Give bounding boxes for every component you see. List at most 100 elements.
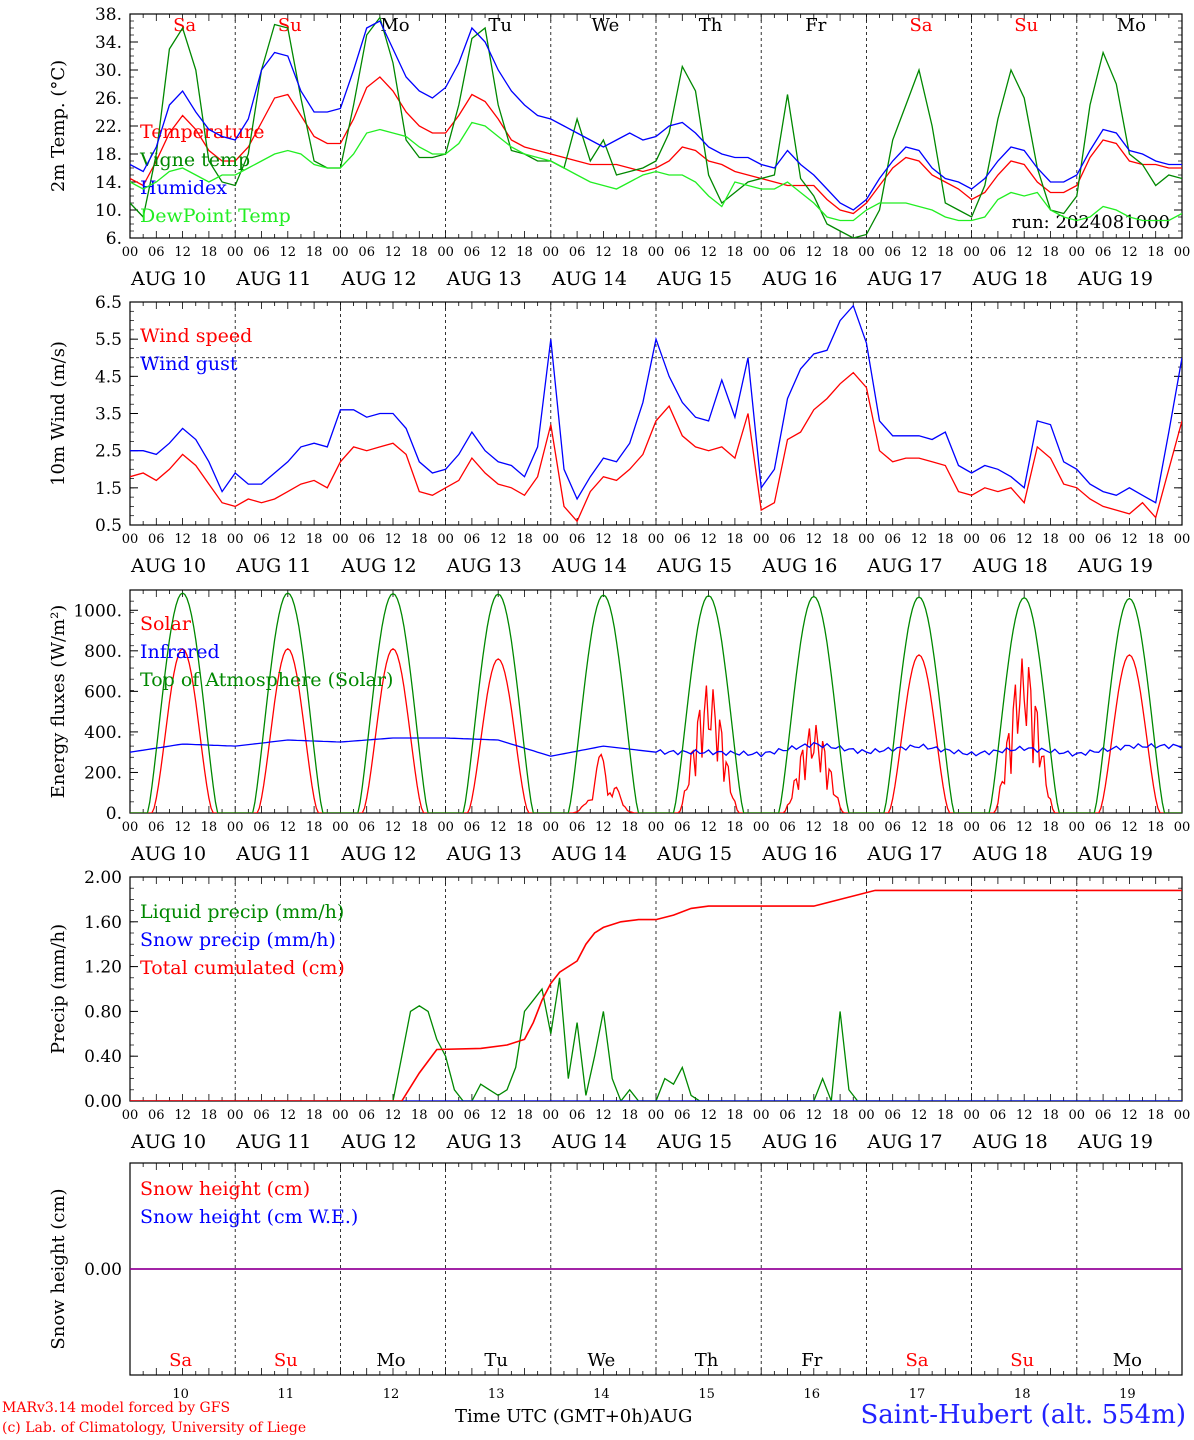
- time-axis-label: Time UTC (GMT+0h)AUG: [455, 1406, 693, 1427]
- x-hour-label: 06: [779, 820, 796, 835]
- x-hour-label: 00: [648, 820, 665, 835]
- x-hour-label: 12: [700, 1108, 717, 1123]
- x-hour-label: 06: [1095, 820, 1112, 835]
- y-tick-label: 5.5: [95, 330, 122, 350]
- x-day-label: AUG 11: [235, 555, 311, 577]
- legend-entry: Temperature: [140, 121, 264, 143]
- x-hour-label: 06: [674, 245, 691, 260]
- y-tick-label: 10.: [95, 201, 122, 221]
- y-tick-label: 18.: [95, 145, 122, 165]
- y-tick-label: 0.: [106, 804, 122, 824]
- x-hour-label: 00: [963, 245, 980, 260]
- panel-1: 38. 34. 30. 26. 22. 18. 14. 10. 6. 2m Temp. (°C) 0…: [48, 5, 1190, 290]
- series-line-vigne-temp: [130, 16, 1182, 238]
- legend-entry: Snow height (cm): [140, 1178, 310, 1200]
- x-hour-label: 00: [227, 820, 244, 835]
- x-hour-label: 18: [1042, 1108, 1059, 1123]
- x-day-label: AUG 16: [761, 555, 837, 577]
- panel-3: 1000. 800. 600. 400. 200. 0. Energy fluxes (W/…: [48, 589, 1191, 865]
- weekday-label: Sa: [909, 15, 932, 36]
- x-hour-label: 00: [332, 820, 349, 835]
- x-day-label: AUG 13: [446, 1131, 522, 1153]
- series-line-top-of-atmosphere-solar-: [130, 592, 1182, 813]
- x-hour-label: 06: [990, 245, 1007, 260]
- x-hour-label: 00: [858, 532, 875, 547]
- x-hour-label: 06: [990, 820, 1007, 835]
- x-hour-label: 12: [174, 532, 191, 547]
- panel-4: 2.00 1.60 1.20 0.80 0.40 0.00 Precip (mm/h) 00 0…: [48, 868, 1190, 1153]
- x-hour-label: 00: [122, 1108, 139, 1123]
- x-hour-label: 06: [569, 1108, 586, 1123]
- y-tick-label: 1.5: [95, 479, 122, 499]
- day-number-label: 17: [909, 1387, 926, 1400]
- x-hour-label: 00: [122, 532, 139, 547]
- x-hour-label: 06: [358, 1108, 375, 1123]
- x-hour-label: 06: [674, 820, 691, 835]
- x-day-label: AUG 13: [446, 555, 522, 577]
- x-hour-label: 06: [779, 532, 796, 547]
- weekday-label: We: [592, 15, 620, 36]
- x-hour-label: 18: [1147, 1108, 1164, 1123]
- x-hour-label: 12: [385, 820, 402, 835]
- x-hour-label: 18: [937, 820, 954, 835]
- y-axis-label: Energy fluxes (W/m²): [48, 605, 69, 799]
- x-hour-label: 12: [174, 245, 191, 260]
- day-number-label: 14: [593, 1387, 610, 1400]
- x-hour-label: 18: [621, 820, 638, 835]
- x-day-label: AUG 11: [235, 843, 311, 865]
- x-hour-label: 12: [595, 1108, 612, 1123]
- day-number-label: 16: [804, 1387, 821, 1400]
- x-hour-label: 12: [1016, 245, 1033, 260]
- x-hour-label: 00: [543, 820, 560, 835]
- x-day-label: AUG 17: [866, 268, 942, 290]
- weekday-label: Su: [274, 1350, 298, 1371]
- day-number-label: 11: [278, 1387, 295, 1400]
- x-hour-label: 00: [963, 1108, 980, 1123]
- x-day-label: AUG 17: [866, 1131, 942, 1153]
- x-hour-label: 06: [358, 532, 375, 547]
- x-hour-label: 00: [122, 820, 139, 835]
- x-hour-label: 12: [280, 532, 297, 547]
- weekday-label: Th: [699, 15, 723, 36]
- x-hour-label: 00: [227, 1108, 244, 1123]
- x-hour-label: 12: [490, 532, 507, 547]
- x-hour-label: 06: [148, 820, 165, 835]
- x-day-label: AUG 12: [340, 843, 416, 865]
- x-hour-label: 12: [490, 820, 507, 835]
- x-hour-label: 18: [306, 820, 323, 835]
- x-hour-label: 00: [648, 532, 665, 547]
- weekday-label: Su: [1014, 15, 1038, 36]
- legend-entry: Liquid precip (mm/h): [140, 901, 344, 923]
- day-number-label: 18: [1014, 1387, 1031, 1400]
- x-day-label: AUG 16: [761, 268, 837, 290]
- legend-entry: Total cumulated (cm): [140, 957, 345, 979]
- x-hour-label: 06: [253, 1108, 270, 1123]
- weekday-label: Tu: [484, 1350, 508, 1371]
- y-tick-label: 2.00: [84, 868, 122, 888]
- x-hour-label: 06: [990, 1108, 1007, 1123]
- x-hour-label: 00: [858, 1108, 875, 1123]
- x-hour-label: 00: [858, 245, 875, 260]
- legend-entry: Solar: [140, 613, 192, 635]
- x-day-label: AUG 15: [656, 843, 732, 865]
- y-tick-label: 800.: [84, 642, 122, 662]
- legend-entry: Infrared: [140, 641, 220, 663]
- model-credit: MARv3.14 model forced by GFS: [2, 1400, 231, 1416]
- weekday-label: We: [588, 1350, 616, 1371]
- x-hour-label: 00: [1069, 1108, 1086, 1123]
- weekday-label: Sa: [169, 1350, 192, 1371]
- x-hour-label: 00: [1174, 820, 1191, 835]
- series-line-total-cumulated-cm-: [130, 889, 1182, 1101]
- x-hour-label: 06: [779, 245, 796, 260]
- x-hour-label: 18: [937, 532, 954, 547]
- x-hour-label: 00: [858, 820, 875, 835]
- weekday-label: Sa: [905, 1350, 928, 1371]
- x-day-label: AUG 11: [235, 1131, 311, 1153]
- x-hour-label: 12: [595, 532, 612, 547]
- x-day-label: AUG 10: [130, 1131, 206, 1153]
- y-tick-label: 6.5: [95, 293, 122, 313]
- x-hour-label: 06: [779, 1108, 796, 1123]
- x-day-label: AUG 16: [761, 1131, 837, 1153]
- weekday-label: Tu: [488, 15, 512, 36]
- x-hour-label: 00: [753, 820, 770, 835]
